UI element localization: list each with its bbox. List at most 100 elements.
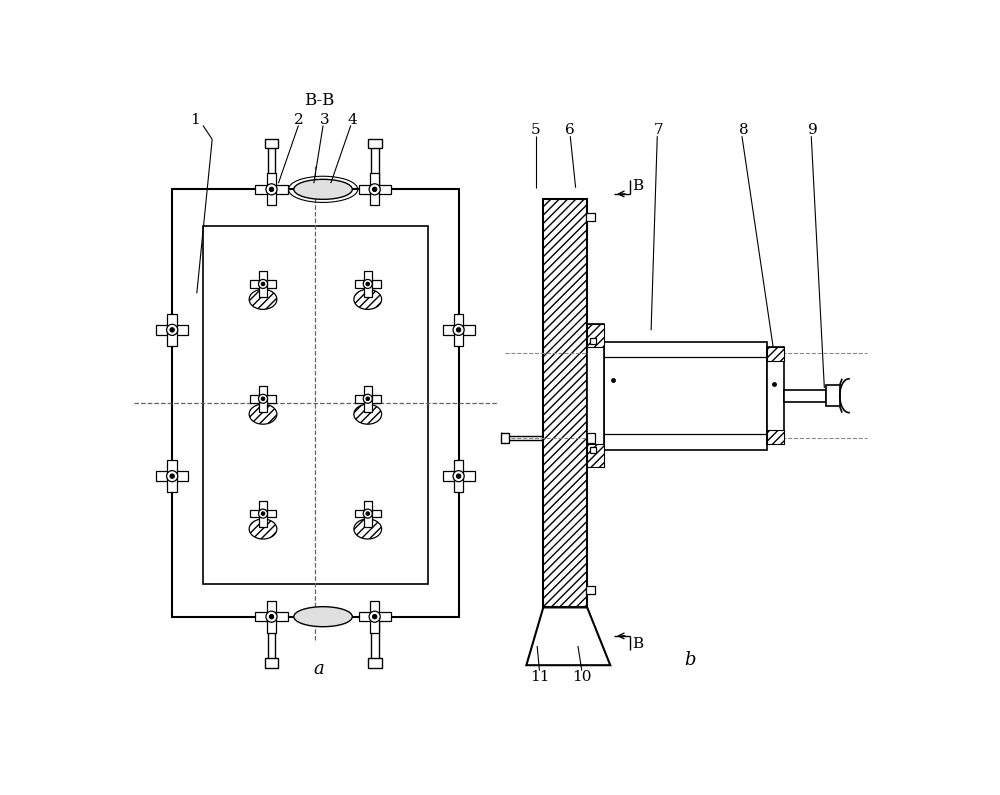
Bar xyxy=(543,200,587,607)
Bar xyxy=(172,189,459,617)
Circle shape xyxy=(372,187,377,192)
Text: 2: 2 xyxy=(294,113,303,127)
Bar xyxy=(368,138,382,148)
Ellipse shape xyxy=(249,404,277,425)
Circle shape xyxy=(266,611,277,622)
Ellipse shape xyxy=(354,404,382,425)
Circle shape xyxy=(363,509,372,518)
Circle shape xyxy=(453,471,464,482)
Text: 7: 7 xyxy=(654,123,664,137)
Circle shape xyxy=(366,397,370,401)
Bar xyxy=(255,612,288,622)
Circle shape xyxy=(259,280,268,289)
Circle shape xyxy=(259,509,268,518)
Bar xyxy=(255,184,288,194)
Bar xyxy=(454,314,463,346)
Bar xyxy=(784,390,826,401)
Bar xyxy=(250,280,276,288)
Text: 4: 4 xyxy=(347,113,357,127)
Text: 3: 3 xyxy=(320,113,329,127)
Bar xyxy=(259,271,267,297)
Bar xyxy=(364,271,372,297)
Circle shape xyxy=(269,187,274,192)
Bar xyxy=(355,280,381,288)
Bar xyxy=(587,433,595,443)
Bar xyxy=(364,501,372,526)
Circle shape xyxy=(369,611,380,622)
Bar xyxy=(370,601,379,633)
Circle shape xyxy=(170,474,174,479)
Circle shape xyxy=(261,282,265,285)
Circle shape xyxy=(453,324,464,335)
Circle shape xyxy=(167,324,178,335)
Bar xyxy=(590,338,596,344)
Circle shape xyxy=(372,615,377,619)
Bar xyxy=(355,510,381,518)
Text: a: a xyxy=(314,660,325,678)
Bar xyxy=(587,444,604,467)
Circle shape xyxy=(167,471,178,482)
Bar xyxy=(265,138,278,148)
Bar xyxy=(203,226,428,584)
Circle shape xyxy=(261,397,265,401)
Ellipse shape xyxy=(249,519,277,539)
Text: 6: 6 xyxy=(565,123,575,137)
Circle shape xyxy=(269,615,274,619)
Bar xyxy=(767,347,784,444)
Circle shape xyxy=(261,512,265,515)
Circle shape xyxy=(366,512,370,515)
Bar xyxy=(359,184,391,194)
Text: b: b xyxy=(684,651,695,669)
Bar xyxy=(368,658,382,668)
Bar xyxy=(267,601,276,633)
Bar xyxy=(167,314,177,346)
Bar xyxy=(587,324,604,347)
Text: 1: 1 xyxy=(190,113,200,127)
Bar xyxy=(359,612,391,622)
Text: 10: 10 xyxy=(572,669,592,684)
Circle shape xyxy=(456,328,461,332)
Bar xyxy=(590,448,596,453)
Circle shape xyxy=(363,280,372,289)
Text: B: B xyxy=(632,179,643,193)
Bar xyxy=(586,213,595,221)
Bar xyxy=(586,586,595,594)
Bar xyxy=(370,173,379,205)
Bar xyxy=(267,173,276,205)
Circle shape xyxy=(366,282,370,285)
Bar xyxy=(443,325,475,335)
Text: B-B: B-B xyxy=(304,92,334,109)
Bar xyxy=(454,460,463,492)
Bar xyxy=(587,324,604,467)
Circle shape xyxy=(369,184,380,195)
Bar xyxy=(250,510,276,518)
Circle shape xyxy=(170,328,174,332)
Bar xyxy=(156,325,188,335)
Bar xyxy=(156,471,188,481)
Text: 9: 9 xyxy=(808,123,818,137)
Ellipse shape xyxy=(294,180,352,200)
Bar xyxy=(501,432,509,444)
Text: B: B xyxy=(632,637,643,650)
Bar xyxy=(364,386,372,412)
Bar xyxy=(443,471,475,481)
Bar xyxy=(265,658,278,668)
Bar xyxy=(167,460,177,492)
Text: 5: 5 xyxy=(531,123,540,137)
Circle shape xyxy=(363,394,372,403)
Bar xyxy=(259,386,267,412)
Circle shape xyxy=(456,474,461,479)
Circle shape xyxy=(259,394,268,403)
Bar xyxy=(767,347,784,361)
Bar xyxy=(250,395,276,402)
Bar xyxy=(355,395,381,402)
Ellipse shape xyxy=(354,519,382,539)
Bar xyxy=(259,501,267,526)
Bar xyxy=(826,385,840,406)
Ellipse shape xyxy=(249,289,277,309)
Polygon shape xyxy=(526,607,610,665)
Bar xyxy=(767,430,784,444)
Bar xyxy=(604,342,767,450)
Text: 8: 8 xyxy=(739,123,748,137)
Circle shape xyxy=(266,184,277,195)
